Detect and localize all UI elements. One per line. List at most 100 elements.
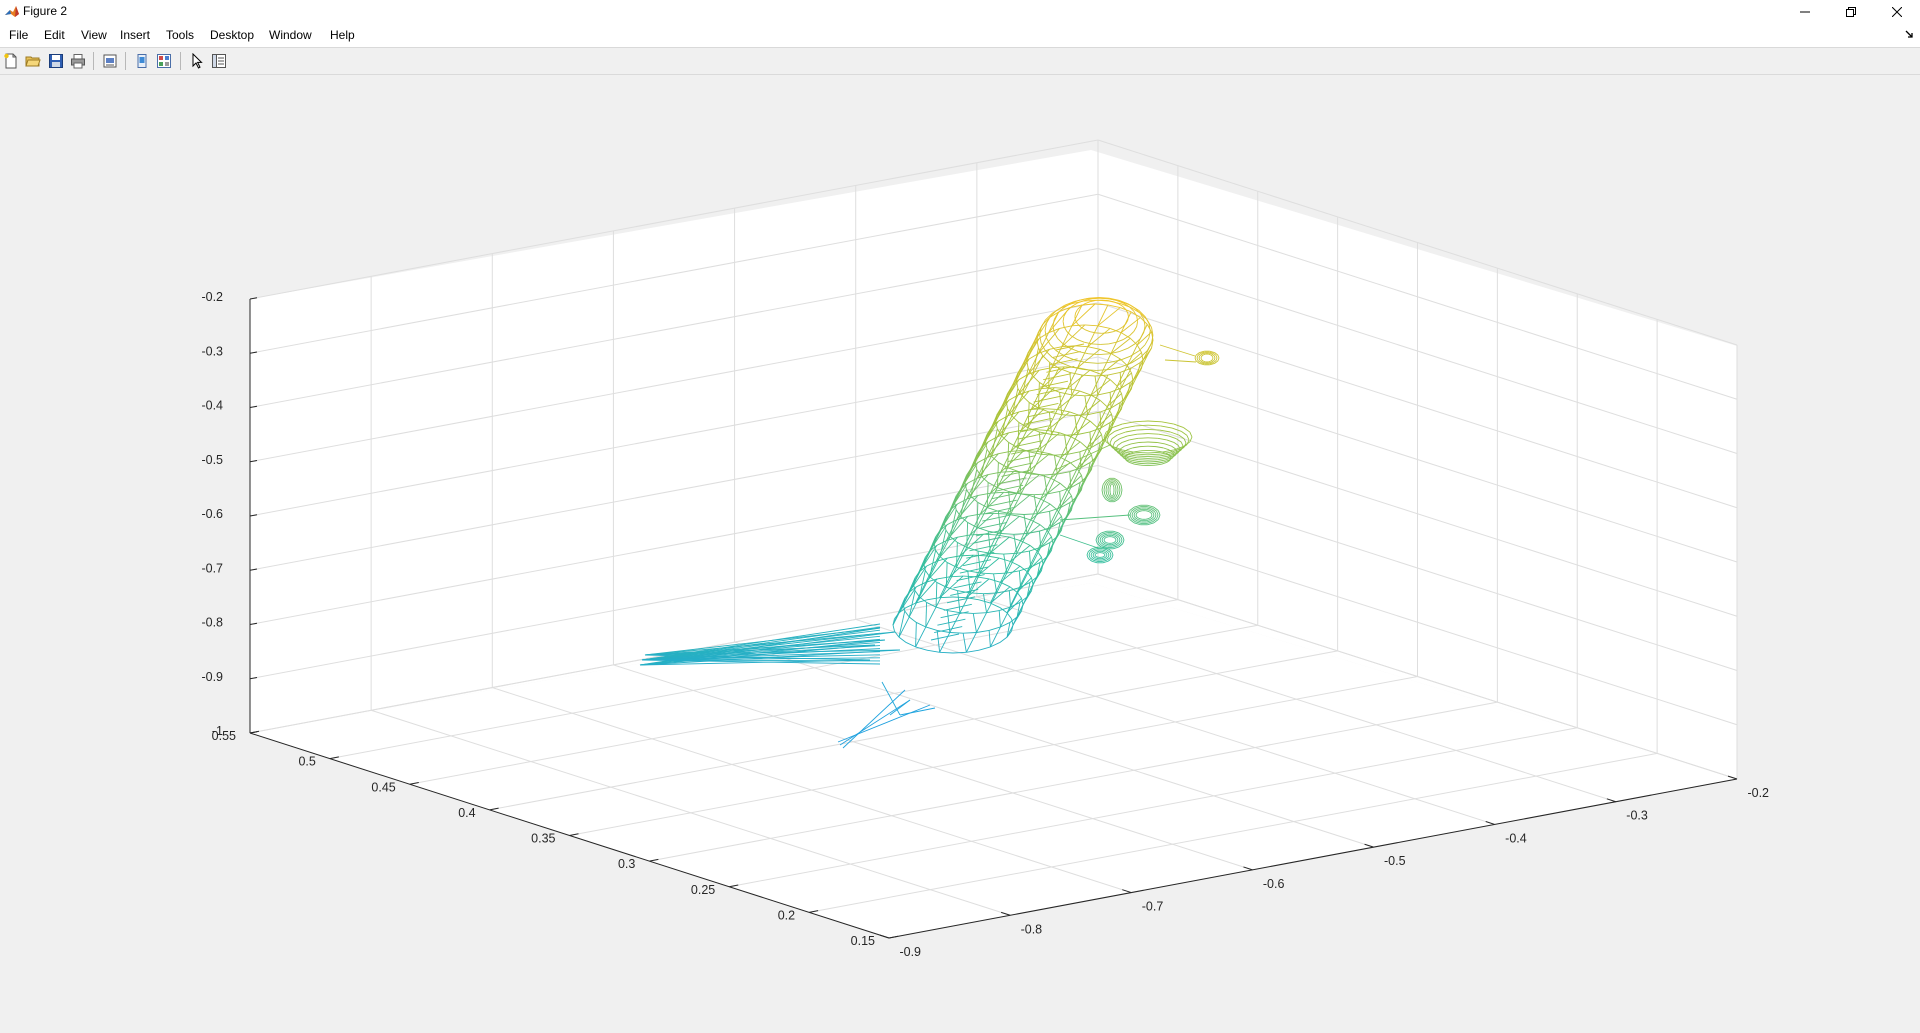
mesh-edge [1113, 480, 1117, 484]
menu-insert[interactable]: Insert [120, 28, 151, 42]
mesh-edge [1061, 414, 1075, 417]
mesh-edge [977, 457, 988, 463]
menu-view[interactable]: View [81, 28, 107, 42]
property-inspector-icon [212, 54, 226, 68]
save-button[interactable] [46, 51, 66, 71]
mesh-edge [1049, 453, 1061, 458]
restore-button[interactable] [1828, 0, 1874, 24]
mesh-edge [915, 626, 927, 648]
mesh-edge [1011, 395, 1023, 417]
menu-window[interactable]: Window [269, 28, 312, 42]
mesh-edge [925, 602, 928, 627]
link-plot-button[interactable] [132, 51, 152, 71]
mesh-edge [1088, 558, 1093, 562]
mesh-edge [1106, 422, 1111, 437]
dock-arrow-icon[interactable] [1905, 30, 1914, 39]
menu-edit[interactable]: Edit [44, 28, 65, 42]
mesh-edge [1156, 511, 1159, 516]
insert-colorbar-button[interactable] [154, 51, 174, 71]
y-tick-mark [409, 782, 419, 785]
mesh-edge [1186, 435, 1190, 441]
print-button[interactable] [68, 51, 88, 71]
mesh-edge [1129, 457, 1139, 461]
mesh-edge [1147, 437, 1158, 439]
mesh-edge [1106, 385, 1118, 407]
mesh-edge [1100, 534, 1105, 538]
mesh-edge [1118, 532, 1123, 537]
mesh-edge [1000, 450, 1025, 473]
menu-tools[interactable]: Tools [166, 28, 195, 42]
mesh-edge [1038, 347, 1044, 356]
mesh-edge [939, 576, 951, 598]
mesh-edge [1018, 471, 1022, 494]
mesh-edge [1105, 553, 1108, 556]
mesh-edge [1114, 427, 1125, 432]
mesh-edge [641, 632, 881, 661]
mesh-edge [1102, 535, 1106, 539]
mesh-edge [905, 642, 916, 648]
mesh-edge [1102, 494, 1107, 500]
mesh-edge [1020, 409, 1032, 431]
menu-desktop[interactable]: Desktop [210, 28, 255, 42]
mesh-edge [916, 581, 927, 588]
mesh-edge [919, 576, 931, 598]
mesh-edge [1131, 356, 1141, 364]
mesh-edge [966, 474, 989, 500]
mesh-edge [1114, 535, 1118, 539]
mesh-edge [946, 586, 958, 592]
open-file-button[interactable] [23, 51, 43, 71]
mesh-edge [1117, 494, 1122, 500]
mesh-edge [993, 573, 998, 593]
mesh-edge [1092, 554, 1095, 557]
mesh-edge [1124, 443, 1132, 447]
y-tick-mark [569, 833, 579, 836]
mesh-edge [1158, 433, 1169, 437]
new-figure-button[interactable] [1, 51, 21, 71]
mesh-edge [1107, 554, 1110, 558]
y-tick-label: 0.4 [458, 806, 475, 820]
mesh-edge [919, 545, 938, 572]
mesh-edge [1064, 435, 1068, 455]
mesh-edge [996, 590, 1010, 594]
mesh-edge [892, 598, 906, 626]
mesh-edge [1027, 407, 1039, 429]
mesh-edge [976, 555, 987, 577]
axes-3d[interactable]: -0.2-0.3-0.4-0.5-0.6-0.7-0.8-0.9-1 0.550… [201, 139, 1769, 959]
y-tick-label: 0.15 [851, 934, 875, 948]
menu-file[interactable]: File [9, 28, 29, 42]
mesh-edge [967, 477, 978, 484]
mesh-edge [1127, 510, 1131, 516]
mesh-edge [1152, 512, 1155, 516]
mesh-edge [1062, 321, 1065, 327]
mesh-edge [1030, 454, 1042, 475]
mesh-edge [908, 590, 916, 618]
mesh-edge [1118, 299, 1128, 305]
mesh-edge [1153, 518, 1159, 524]
figure-canvas[interactable]: -0.2-0.3-0.4-0.5-0.6-0.7-0.8-0.9-1 0.550… [0, 75, 1920, 1033]
mesh-edge [898, 586, 917, 614]
mesh-edge [1095, 550, 1099, 553]
mesh-edge [1147, 424, 1161, 427]
mesh-edge [956, 566, 968, 572]
mesh-edge [934, 626, 963, 634]
mesh-edge [1183, 427, 1191, 433]
mesh-edge [898, 610, 906, 638]
mesh-edge [1118, 543, 1123, 548]
menu-help[interactable]: Help [330, 28, 355, 42]
edit-plot-button[interactable] [187, 51, 207, 71]
mesh-edge [988, 499, 1017, 507]
mesh-edge [1117, 533, 1122, 538]
mesh-edge [1120, 489, 1123, 496]
mesh-edge [1134, 450, 1141, 453]
mesh-edge [1120, 536, 1123, 541]
mesh-edge [1069, 371, 1083, 376]
mesh-edge [898, 607, 907, 614]
minimize-button[interactable] [1782, 0, 1828, 24]
mesh-edge [902, 577, 916, 605]
mesh-edge [1036, 536, 1052, 552]
mesh-edge [1161, 462, 1167, 465]
close-button[interactable] [1874, 0, 1920, 24]
mesh-edge [1056, 509, 1062, 517]
print-preview-button[interactable] [100, 51, 120, 71]
property-inspector-button[interactable] [209, 51, 229, 71]
